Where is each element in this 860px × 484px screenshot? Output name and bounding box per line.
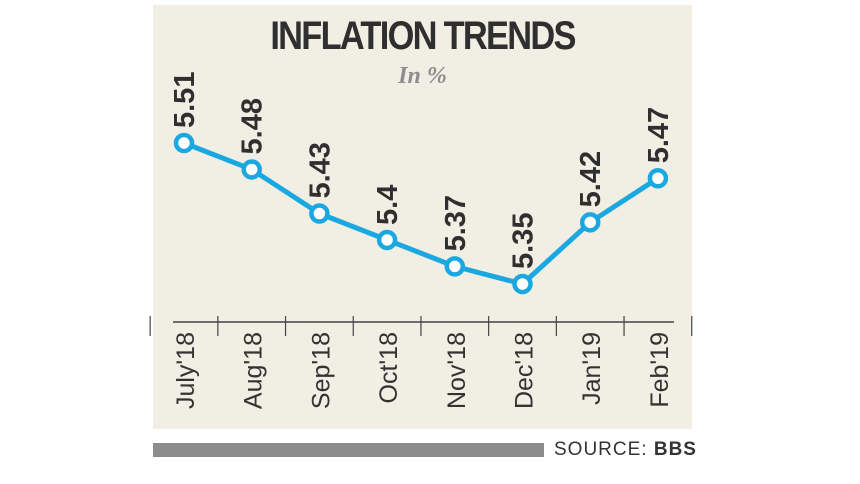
x-tick-label: Dec'18: [511, 332, 539, 409]
data-point: [309, 203, 330, 224]
data-label: 5.4: [372, 185, 404, 225]
data-point: [444, 256, 466, 277]
data-label: 5.51: [169, 72, 201, 128]
x-tick-label: Feb'19: [646, 332, 674, 408]
source-label: SOURCE:: [554, 439, 648, 460]
data-point: [241, 159, 262, 180]
data-label: 5.48: [237, 98, 269, 154]
x-tick-label: Nov'18: [443, 332, 471, 409]
data-label: 5.47: [643, 107, 675, 163]
data-label: 5.42: [575, 151, 607, 207]
data-label: 5.37: [440, 195, 472, 251]
x-tick-label: Aug'18: [240, 332, 268, 409]
data-point: [173, 132, 195, 154]
data-point: [512, 273, 533, 295]
x-tick-label: Oct'18: [375, 332, 403, 403]
data-label: 5.43: [304, 142, 336, 198]
x-tick-label: July'18: [172, 332, 200, 409]
chart-subtitle: In %: [398, 63, 447, 89]
x-tick-label: Sep'18: [307, 332, 335, 409]
data-point: [376, 229, 398, 251]
data-point: [647, 168, 669, 189]
series-line: [181, 140, 661, 287]
source-name: BBS: [653, 439, 697, 460]
source-bar: [153, 443, 544, 457]
chart-title: INFLATION TRENDS: [270, 14, 576, 58]
source-credit: SOURCE: BBS: [554, 439, 697, 461]
x-tick-label: Jan'19: [578, 332, 606, 405]
data-label: 5.35: [508, 213, 540, 269]
data-point: [579, 212, 601, 233]
